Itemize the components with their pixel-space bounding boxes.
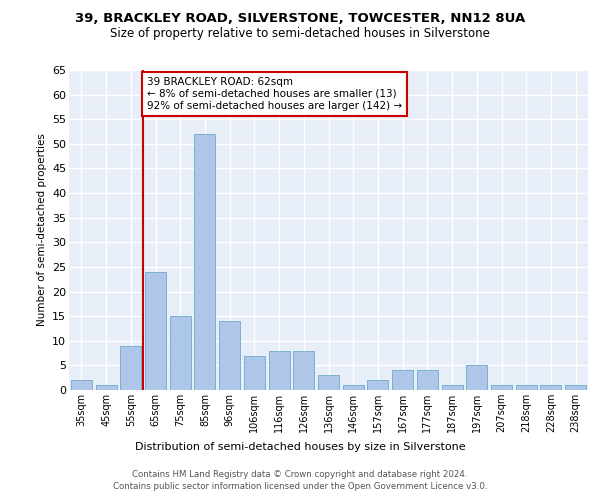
Bar — [95, 385, 116, 390]
Bar — [491, 385, 512, 390]
Bar — [541, 385, 562, 390]
Bar — [293, 350, 314, 390]
Bar — [318, 375, 339, 390]
Text: Contains public sector information licensed under the Open Government Licence v3: Contains public sector information licen… — [113, 482, 487, 491]
Bar — [417, 370, 438, 390]
Text: Contains HM Land Registry data © Crown copyright and database right 2024.: Contains HM Land Registry data © Crown c… — [132, 470, 468, 479]
Bar — [392, 370, 413, 390]
Bar — [442, 385, 463, 390]
Bar — [71, 380, 92, 390]
Bar — [516, 385, 537, 390]
Bar — [244, 356, 265, 390]
Bar — [219, 321, 240, 390]
Text: 39 BRACKLEY ROAD: 62sqm
← 8% of semi-detached houses are smaller (13)
92% of sem: 39 BRACKLEY ROAD: 62sqm ← 8% of semi-det… — [147, 78, 402, 110]
Bar — [170, 316, 191, 390]
Bar — [343, 385, 364, 390]
Bar — [466, 366, 487, 390]
Bar — [269, 350, 290, 390]
Bar — [367, 380, 388, 390]
Bar — [565, 385, 586, 390]
Text: 39, BRACKLEY ROAD, SILVERSTONE, TOWCESTER, NN12 8UA: 39, BRACKLEY ROAD, SILVERSTONE, TOWCESTE… — [75, 12, 525, 26]
Text: Size of property relative to semi-detached houses in Silverstone: Size of property relative to semi-detach… — [110, 28, 490, 40]
Bar — [145, 272, 166, 390]
Text: Distribution of semi-detached houses by size in Silverstone: Distribution of semi-detached houses by … — [134, 442, 466, 452]
Bar — [194, 134, 215, 390]
Bar — [120, 346, 141, 390]
Y-axis label: Number of semi-detached properties: Number of semi-detached properties — [37, 134, 47, 326]
